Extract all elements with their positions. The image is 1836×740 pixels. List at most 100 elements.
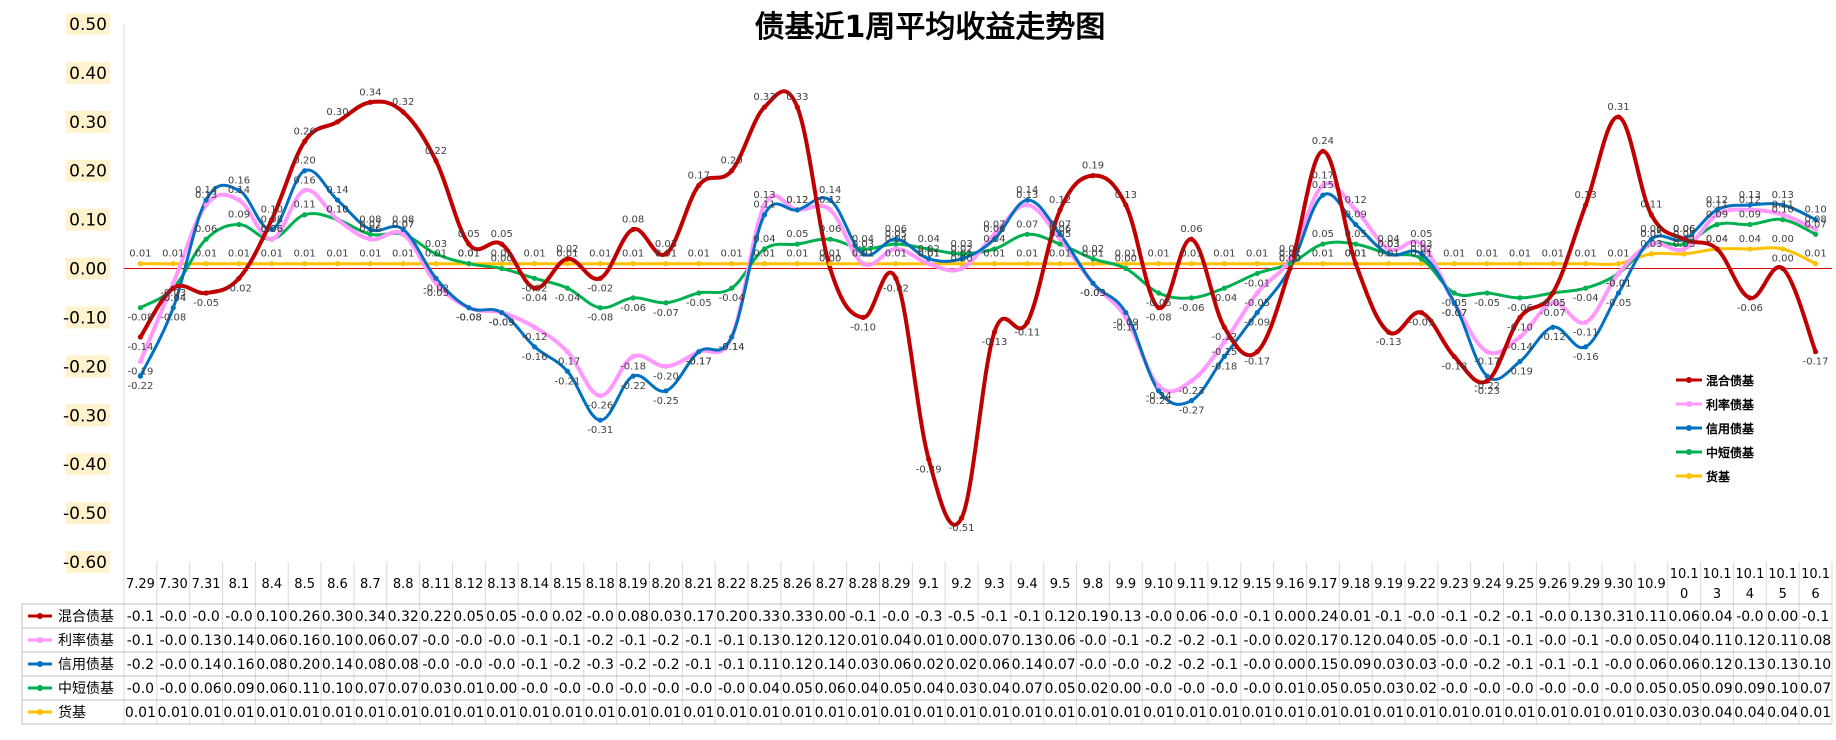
data-label: 0.02 [1082, 244, 1104, 255]
table-cell: -0.2 [1145, 657, 1172, 673]
table-cell: -0.0 [1244, 633, 1271, 649]
series-point-3 [1188, 295, 1195, 301]
data-label: 0.06 [261, 224, 283, 235]
data-label: 0.32 [392, 97, 414, 108]
table-cell: 0.34 [355, 609, 386, 625]
series-point-2 [1156, 388, 1162, 394]
data-label: 0.12 [786, 195, 808, 206]
data-label: 0.10 [326, 205, 348, 216]
table-cell: 0.03 [946, 681, 977, 697]
table-cell: 0.12 [782, 633, 813, 649]
data-label: 0.13 [1115, 190, 1137, 201]
table-row-swatch-marker [37, 685, 43, 691]
x-tick-label: 5 [1779, 587, 1787, 602]
x-tick-label: 10.1 [1735, 567, 1764, 582]
table-cell: 0.06 [191, 681, 222, 697]
y-tick-label: -0.10 [63, 308, 107, 328]
data-label: 0.01 [556, 249, 578, 260]
series-point-4 [696, 261, 702, 267]
data-label: 0.10 [1804, 205, 1826, 216]
series-point-0 [367, 99, 373, 105]
data-label: -0.05 [1244, 298, 1270, 309]
table-cell: 0.02 [946, 657, 977, 673]
series-point-4 [1681, 251, 1687, 257]
data-label: -0.27 [1179, 406, 1205, 417]
table-row-swatch-marker [37, 709, 43, 715]
data-label: 0.19 [1082, 161, 1104, 172]
series-point-3 [1221, 285, 1227, 291]
data-label: 0.01 [326, 249, 348, 260]
series-line-0 [138, 89, 1818, 527]
series-point-1 [761, 202, 768, 208]
series-point-3 [1353, 241, 1359, 247]
data-label: 0.14 [819, 185, 841, 196]
series-point-0 [1484, 378, 1490, 384]
series-point-2 [466, 305, 472, 311]
data-label: 0.11 [1706, 200, 1728, 211]
table-cell: 0.00 [486, 681, 517, 697]
table-cell: 0.20 [289, 657, 320, 673]
series-point-4 [1188, 261, 1195, 267]
data-label: -0.18 [1441, 362, 1467, 373]
x-tick-label: 9.15 [1243, 577, 1272, 592]
table-cell: -0.0 [192, 609, 219, 625]
series-line-4 [140, 246, 1817, 266]
series-point-0 [729, 168, 735, 174]
data-label: 0.01 [1016, 249, 1038, 260]
table-cell: -0.0 [1736, 609, 1763, 625]
data-label: -0.26 [587, 401, 613, 412]
table-row-label: 信用债基 [58, 656, 114, 673]
series-point-4 [827, 261, 833, 267]
series-point-3 [630, 295, 636, 301]
series-point-4 [1156, 261, 1162, 267]
data-label: 0.02 [1410, 244, 1432, 255]
series-point-2 [958, 256, 965, 262]
table-cell: 0.01 [847, 633, 878, 649]
data-label: 0.05 [786, 229, 808, 240]
data-label: 0.05 [1345, 229, 1367, 240]
table-cell: 0.08 [256, 657, 287, 673]
series-point-4 [137, 261, 144, 267]
data-label: -0.19 [127, 366, 153, 377]
table-cell: 0.01 [1800, 705, 1831, 721]
table-cell: -0.1 [1539, 657, 1566, 673]
data-label: -0.03 [1080, 288, 1106, 299]
data-label: 0.06 [261, 224, 283, 235]
series-point-1 [1780, 212, 1786, 218]
x-tick-label: 9.25 [1505, 577, 1534, 592]
y-tick-bg [66, 159, 110, 182]
table-cell: 0.01 [125, 705, 156, 721]
data-label: 0.06 [1180, 224, 1202, 235]
series-point-1 [1550, 300, 1556, 306]
data-label: 0.02 [556, 244, 578, 255]
data-label: -0.06 [1737, 303, 1763, 314]
x-tick-label: 8.12 [454, 577, 483, 592]
data-table: 7.29 7.30 7.31 8.1 8.4 8.5 8.6 8.7 8.8 8.11 8.12 8.… [21, 562, 1833, 725]
series-point-4 [1615, 261, 1622, 267]
table-cell: 0.12 [1734, 633, 1765, 649]
table-cell: -0.0 [1539, 633, 1566, 649]
table-cell: -0.0 [1145, 681, 1172, 697]
table-cell: 0.13 [1570, 609, 1601, 625]
data-label: -0.09 [1244, 318, 1270, 329]
data-label: 0.01 [129, 249, 151, 260]
series-point-0 [893, 275, 899, 281]
table-cell: -0.0 [1572, 681, 1599, 697]
x-tick-label: 8.29 [881, 577, 910, 592]
series-point-2 [499, 309, 505, 316]
series-point-4 [1780, 246, 1786, 252]
table-cell: -0.1 [619, 633, 646, 649]
table-cell: 0.01 [256, 705, 287, 721]
data-label: -0.13 [1376, 337, 1402, 348]
table-cell: -0.0 [488, 657, 515, 673]
table-cell: 0.12 [1340, 633, 1371, 649]
data-label: 0.00 [1115, 254, 1137, 265]
table-cell: 0.31 [1603, 609, 1634, 625]
data-label: 0.05 [1640, 229, 1662, 240]
table-cell: -0.1 [554, 633, 581, 649]
table-cell: 0.07 [388, 681, 419, 697]
table-cell: 0.20 [716, 609, 747, 625]
table-cell: 0.01 [191, 705, 222, 721]
series-point-0 [1188, 236, 1195, 242]
data-label: 0.01 [852, 249, 874, 260]
